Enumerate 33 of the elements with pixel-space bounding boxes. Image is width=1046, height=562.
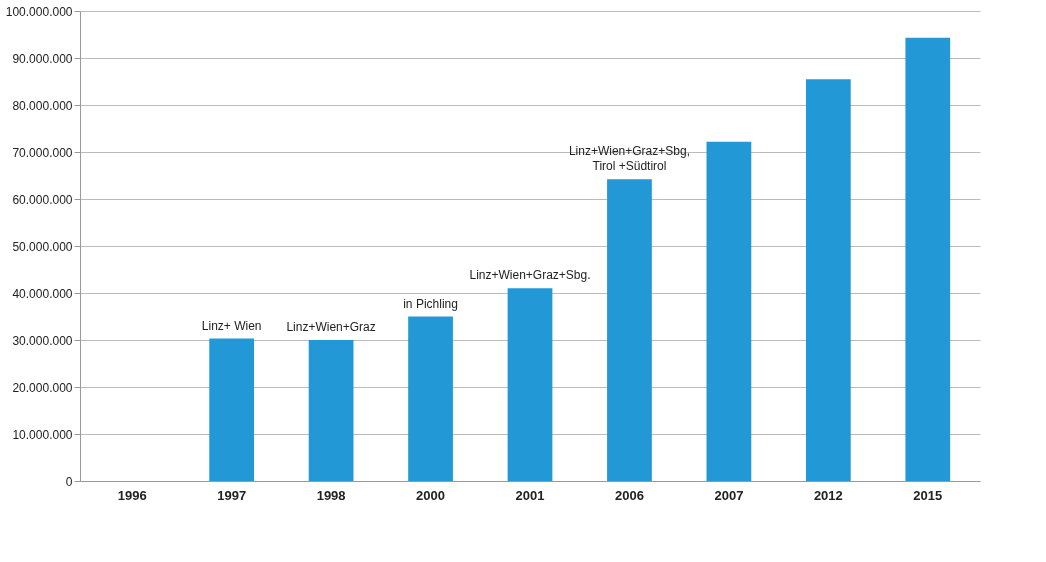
annotation: Linz+Wien+Graz+Sbg. <box>469 268 591 283</box>
x-tick-label: 2012 <box>813 487 843 503</box>
y-tick-label: 100.000.000 <box>5 4 73 19</box>
x-tick-label: 2015 <box>913 487 943 503</box>
bar <box>905 37 951 481</box>
y-tick-label: 20.000.000 <box>12 380 73 395</box>
bar <box>209 338 255 481</box>
x-tick-label: 2007 <box>714 487 744 503</box>
annotation: Linz+ Wien <box>201 318 262 333</box>
y-tick-label: 0 <box>65 474 73 489</box>
bar <box>507 288 553 481</box>
x-tick-label: 2000 <box>416 487 446 503</box>
x-tick-label: 2001 <box>515 487 545 503</box>
bar <box>408 316 453 481</box>
y-tick-label: 70.000.000 <box>12 145 73 160</box>
y-tick-label: 40.000.000 <box>12 286 73 301</box>
y-tick-label: 80.000.000 <box>12 98 73 113</box>
y-tick-label: 30.000.000 <box>12 333 73 348</box>
annotation: Linz+Wien+Graz <box>286 320 376 334</box>
y-tick-label: 10.000.000 <box>12 427 73 442</box>
x-tick-label: 1997 <box>217 487 247 503</box>
bar <box>805 79 851 481</box>
y-tick-label: 90.000.000 <box>12 51 73 66</box>
annotation: Linz+Wien+Graz+Sbg, Tirol +Südtirol <box>568 144 690 174</box>
x-tick-label: 1996 <box>117 487 147 503</box>
y-tick-label: 50.000.000 <box>12 239 73 254</box>
x-tick-label: 1998 <box>316 487 346 503</box>
annotation: in Pichling <box>403 296 458 311</box>
x-tick-label: 2006 <box>614 487 644 503</box>
bar <box>308 340 354 481</box>
bar <box>607 179 652 481</box>
bar <box>706 141 752 481</box>
y-tick-label: 60.000.000 <box>12 192 73 207</box>
